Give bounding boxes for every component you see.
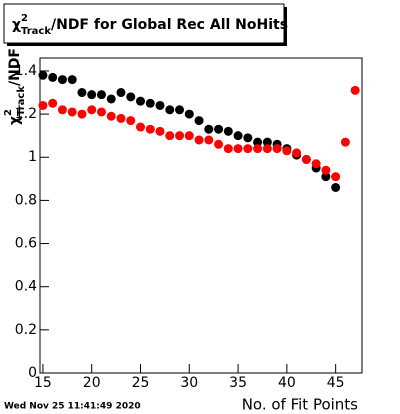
point [321, 165, 331, 175]
point [331, 182, 341, 192]
point [175, 131, 185, 141]
y-tick-label: 0.6 [15, 236, 37, 252]
x-tick-label: 25 [132, 375, 150, 391]
y-axis-label: χ2 Track/NDF [3, 48, 27, 125]
point [321, 172, 331, 182]
plot-frame [39, 57, 363, 374]
point [175, 105, 185, 115]
point [145, 124, 155, 134]
title-sup: 2 [21, 13, 28, 24]
title-rest: /NDF for Global Rec All NoHits [51, 17, 288, 33]
point [233, 144, 243, 154]
point [253, 144, 263, 154]
point [136, 96, 146, 106]
point [165, 105, 175, 115]
x-tick-label: 20 [83, 375, 101, 391]
point [340, 137, 350, 147]
point [214, 124, 224, 134]
point [106, 94, 116, 104]
point [262, 137, 272, 147]
point [48, 98, 58, 108]
point [165, 131, 175, 141]
point [96, 107, 106, 117]
point [38, 70, 48, 80]
y-tick-label: 0.4 [15, 279, 37, 295]
point [77, 109, 87, 119]
point [106, 111, 116, 121]
point [116, 113, 126, 123]
point [253, 137, 263, 147]
x-tick-label: 40 [278, 375, 296, 391]
title-symbol: χ [12, 17, 21, 33]
y-label-symbol: χ [7, 116, 23, 125]
point [155, 100, 165, 110]
y-label-sub: Track [16, 86, 27, 116]
y-label-rest: /NDF [7, 48, 23, 86]
point [350, 85, 360, 95]
title-sub: Track [21, 26, 51, 37]
point [57, 105, 67, 115]
x-tick-label: 15 [34, 375, 52, 391]
point [194, 135, 204, 145]
point [194, 116, 204, 126]
y-tick-label: 0.2 [15, 322, 37, 338]
point [233, 131, 243, 141]
point [67, 107, 77, 117]
y-tick-label: 0.8 [15, 192, 37, 208]
chart-title: χ2 Track/NDF for Global Rec All NoHits [12, 13, 288, 37]
point [331, 172, 341, 182]
point [67, 75, 77, 85]
point [184, 131, 194, 141]
point [214, 139, 224, 149]
point [223, 144, 233, 154]
point [116, 88, 126, 98]
y-tick-label: 1.4 [15, 63, 37, 79]
point [77, 88, 87, 98]
point [155, 126, 165, 136]
y-tick-label: 1 [28, 149, 37, 165]
point [204, 135, 214, 145]
timestamp: Wed Nov 25 11:41:49 2020 [4, 402, 141, 412]
x-tick-label: 30 [180, 375, 198, 391]
point [126, 116, 136, 126]
point [57, 75, 67, 85]
point [282, 146, 292, 156]
y-label-sup: 2 [3, 109, 14, 116]
point [262, 144, 272, 154]
y-tick-label: 0 [28, 365, 37, 381]
point [48, 72, 58, 82]
point [272, 144, 282, 154]
point [38, 100, 48, 110]
x-tick-label: 35 [229, 375, 247, 391]
point [184, 109, 194, 119]
point [311, 159, 321, 169]
point [87, 105, 97, 115]
point [126, 92, 136, 102]
point [301, 154, 311, 164]
point [223, 126, 233, 136]
point [204, 124, 214, 134]
point [136, 122, 146, 132]
point [145, 98, 155, 108]
title-box [3, 3, 285, 44]
point [87, 90, 97, 100]
point [243, 133, 253, 143]
x-axis-label: No. of Fit Points [242, 396, 358, 414]
x-tick-label: 45 [327, 375, 345, 391]
point [292, 148, 302, 158]
point [96, 90, 106, 100]
y-tick-label: 1.2 [15, 106, 37, 122]
point [243, 144, 253, 154]
